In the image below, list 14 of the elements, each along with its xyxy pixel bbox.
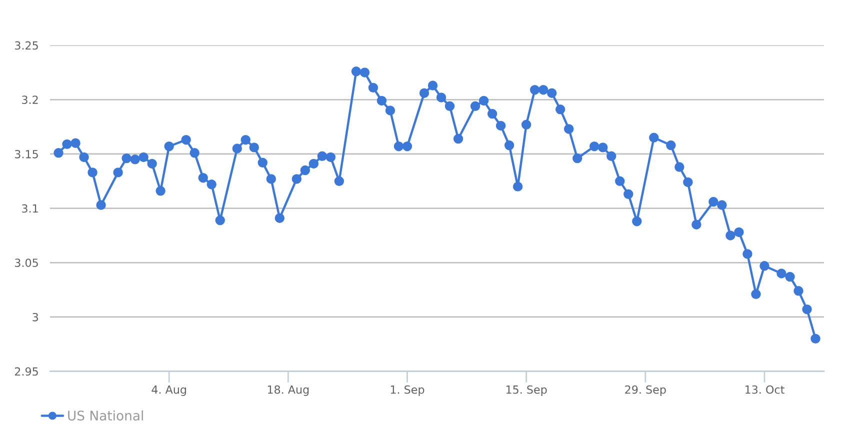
y-tick-label: 3.1 <box>22 204 38 213</box>
y-tick-label: 3.2 <box>22 96 38 104</box>
x-tick-label: 29. Sep <box>625 385 666 396</box>
x-tick-label: 18. Aug <box>268 385 309 396</box>
x-tick-label: 13. Oct <box>745 385 784 394</box>
x-tick-label: 4. Aug <box>152 386 186 396</box>
y-tick-label: 3 <box>32 312 38 322</box>
x-tick-label: 15. Sep <box>506 385 547 396</box>
legend-label: US National <box>68 410 143 421</box>
y-tick-label: 3.15 <box>14 150 38 158</box>
y-tick-label: 3.25 <box>14 41 38 50</box>
x-tick-label: 1. Sep <box>390 385 424 396</box>
y-tick-label: 2.95 <box>14 367 38 376</box>
y-tick-label: 3.05 <box>14 258 38 268</box>
